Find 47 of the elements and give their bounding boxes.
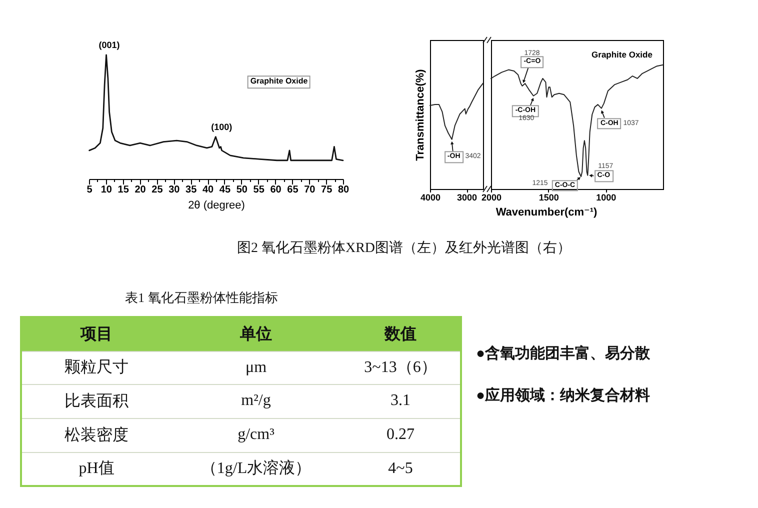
x-tick-label: 50 (236, 184, 248, 196)
text: 3.1 (341, 384, 461, 418)
x-tick-label: 10 (100, 184, 112, 196)
annotation: (001) (98, 40, 120, 51)
text: 数值 (341, 317, 461, 351)
text: g/cm³ (171, 418, 341, 452)
x-axis-title: 2θ (degree) (188, 200, 245, 212)
text: 项目 (21, 317, 171, 351)
x-tick-label: 65 (287, 184, 299, 196)
text: ●应用领域：纳米复合材料 (476, 386, 652, 405)
x-tick-label: 60 (270, 184, 282, 196)
text: 4~5 (341, 452, 461, 486)
x-tick-label: 4000 (420, 192, 441, 202)
x-tick-label: 55 (253, 184, 265, 196)
x-tick-label: 15 (118, 184, 130, 196)
x-tick-label: 75 (321, 184, 333, 196)
x-tick-label: 40 (202, 184, 214, 196)
x-tick-label: 1500 (538, 192, 559, 202)
x-tick-label: 45 (219, 184, 231, 196)
x-tick-label: 80 (338, 184, 350, 196)
text: ●含氧功能团丰富、易分散 (476, 344, 652, 363)
y-axis-title: Transmittance(%) (414, 68, 426, 161)
x-tick-label: 3000 (457, 192, 478, 202)
text: 松装密度 (21, 418, 171, 452)
annotation: (100) (211, 122, 232, 133)
x-tick-label: 25 (152, 184, 164, 196)
x-axis-title: Wavenumber(cm⁻¹) (496, 206, 598, 218)
x-tick-label: 2000 (481, 192, 502, 202)
text: pH值 (21, 452, 171, 486)
annotation: Graphite Oxide (247, 76, 311, 88)
text: （1g/L水溶液） (171, 452, 341, 486)
caption: 图2 氧化石墨粉体XRD图谱（左）及红外光谱图（右） (236, 240, 572, 257)
text: Graphite Oxide (592, 49, 652, 60)
x-tick-label: 1000 (596, 192, 616, 202)
x-tick-label: 20 (134, 184, 146, 196)
x-tick-label: 5 (86, 184, 93, 196)
text: μm (171, 351, 341, 384)
x-tick-label: 35 (186, 184, 198, 196)
text: 单位 (171, 317, 341, 351)
text: 颗粒尺寸 (21, 351, 171, 384)
text: 0.27 (341, 418, 461, 452)
text: 3~13（6） (341, 351, 461, 384)
text: 表1 氧化石墨粉体性能指标 (125, 289, 278, 307)
text: 比表面积 (21, 384, 171, 418)
x-tick-label: 70 (304, 184, 316, 196)
x-tick-label: 30 (168, 184, 180, 196)
text: m²/g (171, 384, 341, 418)
